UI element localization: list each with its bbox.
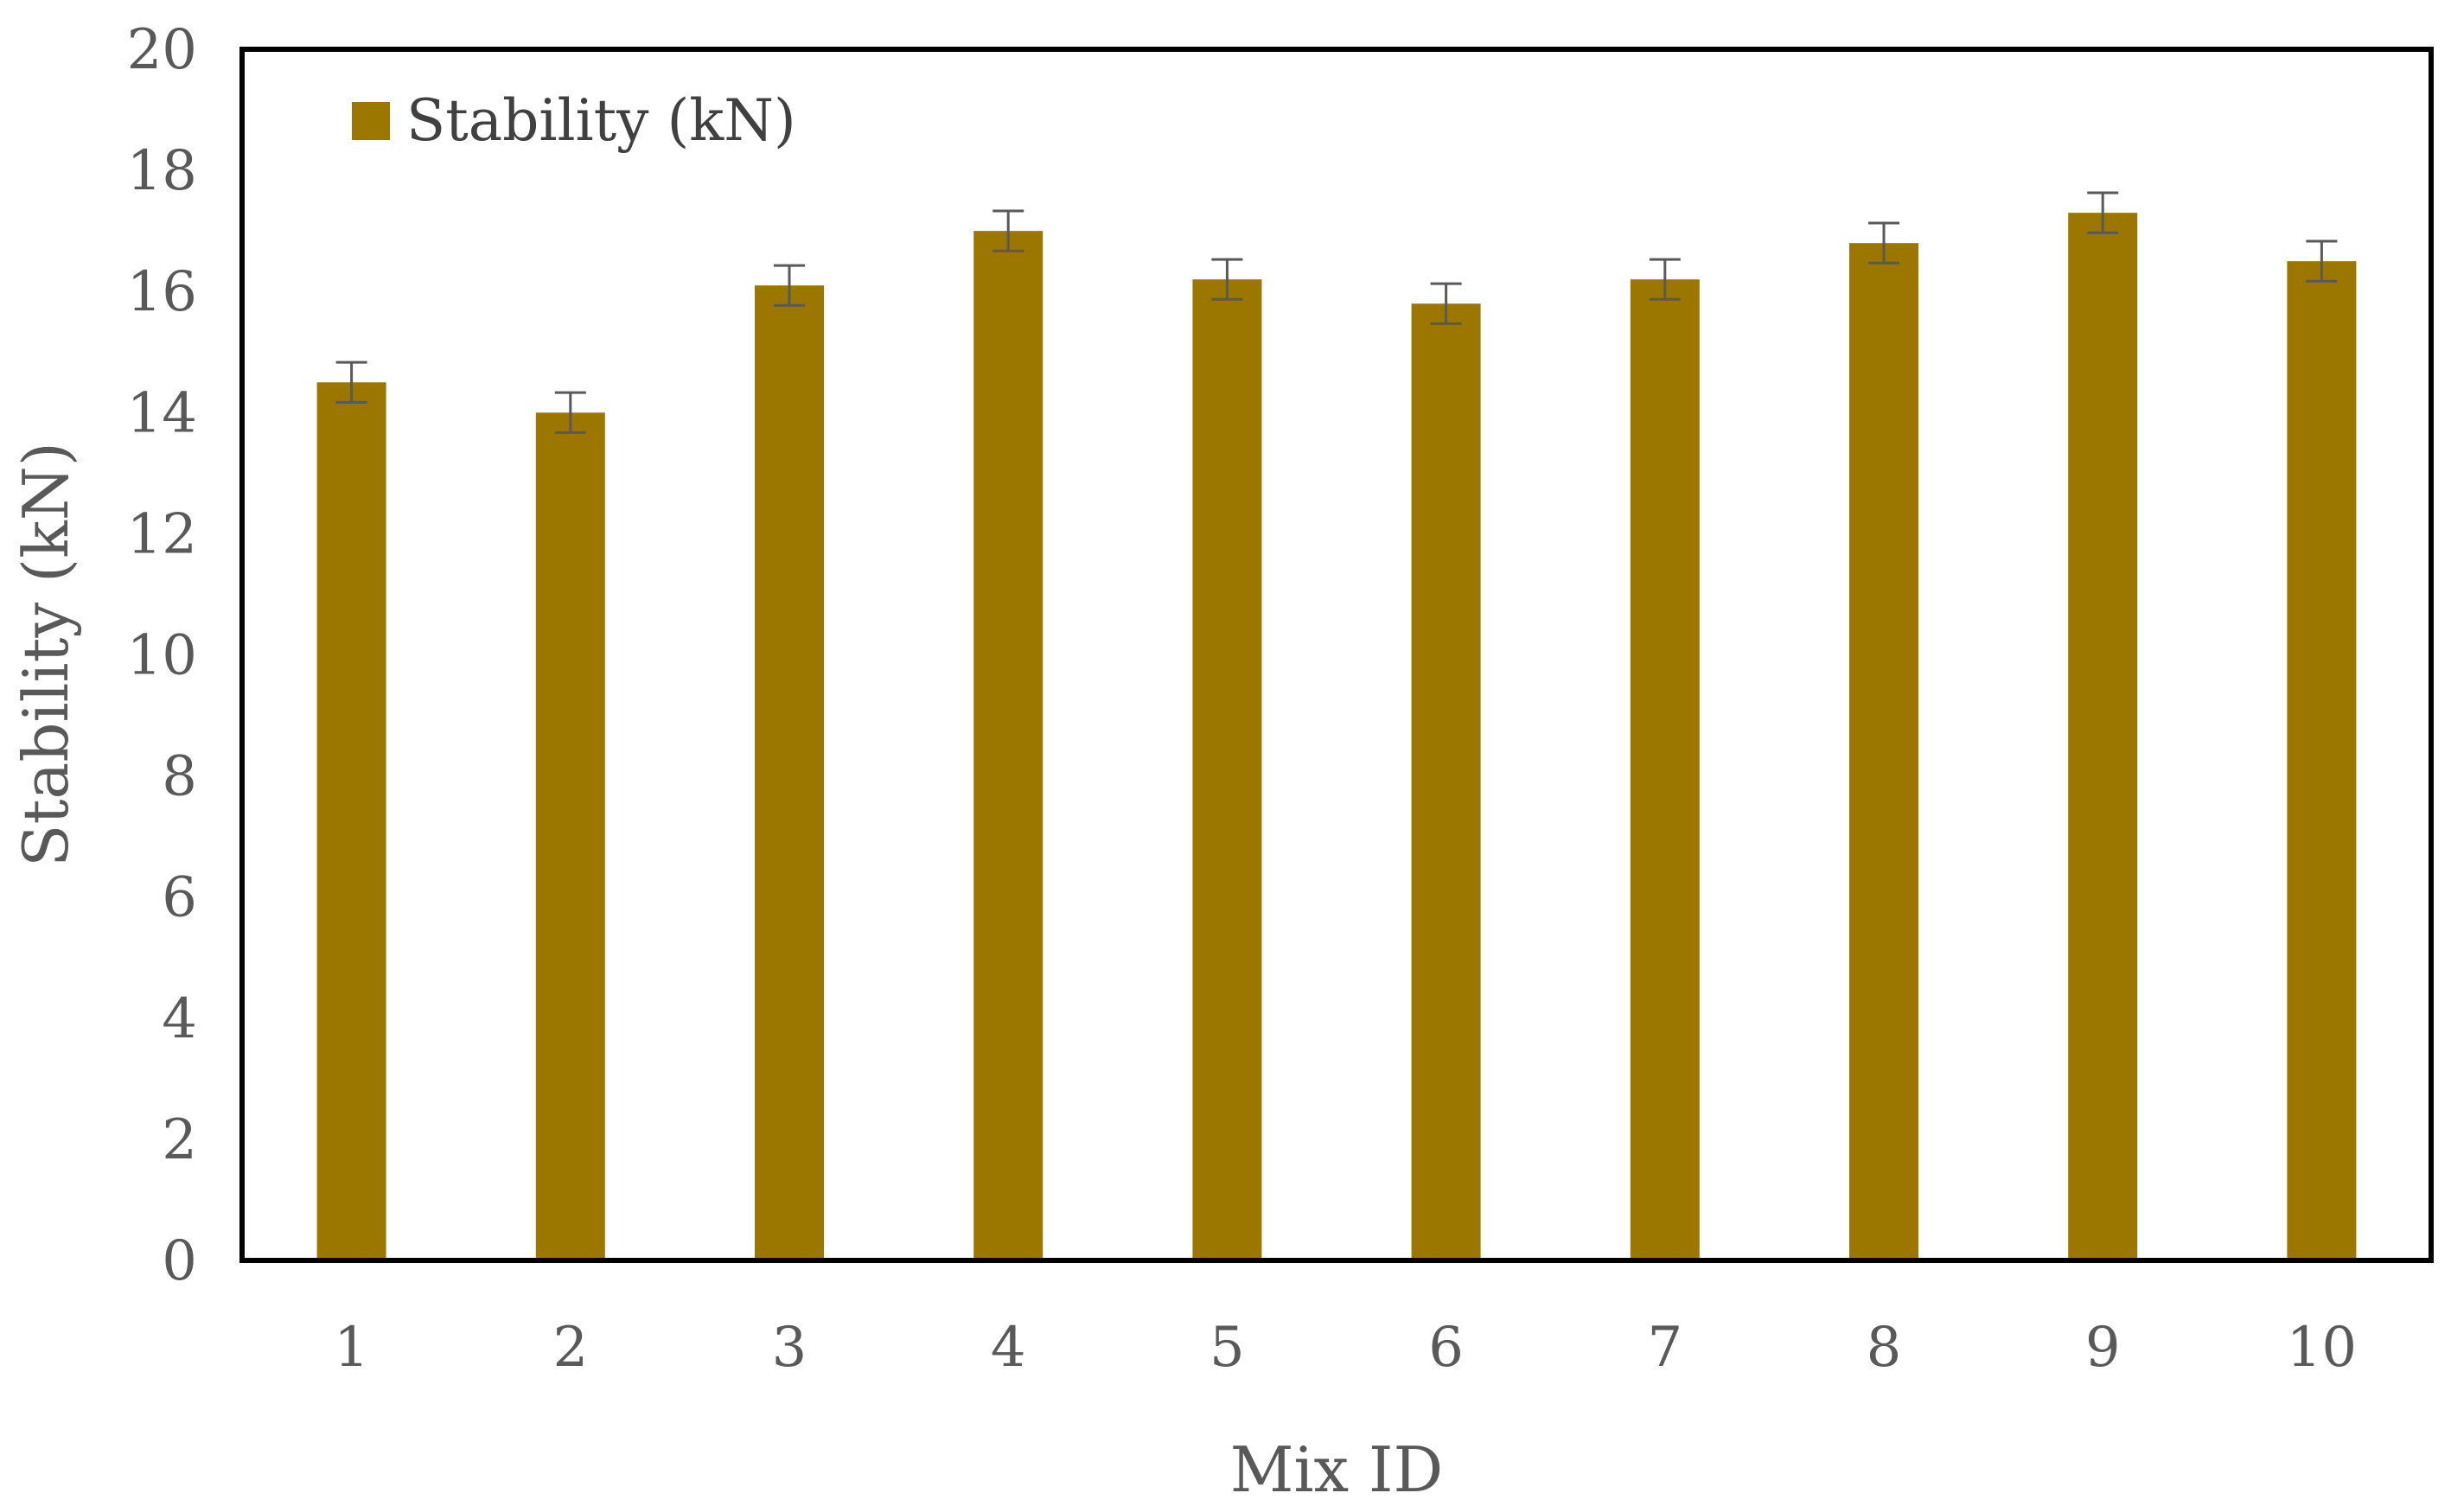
error-bar-mix-7: [1649, 258, 1681, 301]
error-bar-mix-8: [1868, 221, 1899, 265]
legend-swatch: [352, 102, 390, 140]
x-tick-label: 4: [991, 1316, 1026, 1380]
x-tick-label: 8: [1867, 1316, 1902, 1380]
bar-mix-5: [1192, 279, 1262, 1261]
x-tick-label: 3: [772, 1316, 807, 1380]
error-bar-mix-1: [335, 360, 367, 404]
bar-mix-6: [1411, 303, 1481, 1261]
y-tick-label: 6: [162, 866, 197, 930]
x-tick-label: 2: [552, 1316, 588, 1380]
y-axis-ticks: 0 2 4 6 8 10 12 14 16 18 20: [127, 18, 197, 1293]
error-bar-mix-5: [1211, 258, 1243, 301]
x-axis-ticks: 1 2 3 4 5 6 7 8 9 10: [334, 1316, 2357, 1380]
plot-area-border: [239, 47, 2434, 1263]
error-bar-mix-6: [1430, 282, 1462, 325]
y-tick-label: 4: [162, 987, 197, 1051]
bar-mix-8: [1849, 243, 1918, 1260]
y-tick-label: 2: [162, 1108, 197, 1172]
bar-series: [316, 213, 2357, 1261]
y-tick-label: 12: [127, 502, 197, 566]
y-tick-label: 0: [162, 1229, 197, 1293]
error-bar-mix-2: [554, 391, 586, 434]
y-tick-label: 8: [162, 745, 197, 809]
y-tick-label: 20: [127, 18, 197, 82]
x-tick-label: 6: [1428, 1316, 1464, 1380]
legend: Stability (kN): [352, 87, 796, 154]
bar-mix-9: [2068, 213, 2138, 1260]
error-bar-mix-10: [2306, 239, 2338, 283]
x-axis-title: Mix ID: [1230, 1433, 1443, 1506]
bar-mix-7: [1630, 279, 1700, 1261]
bar-mix-3: [755, 285, 824, 1260]
error-bar-mix-9: [2087, 191, 2119, 234]
y-tick-label: 16: [127, 260, 197, 324]
y-axis-title: Stability (kN): [10, 442, 82, 867]
bar-mix-4: [973, 231, 1044, 1260]
x-tick-label: 5: [1210, 1316, 1245, 1380]
y-tick-label: 14: [127, 381, 197, 445]
error-bar-mix-3: [774, 264, 805, 307]
bar-mix-2: [535, 412, 605, 1260]
x-tick-label: 1: [334, 1316, 369, 1380]
legend-label: Stability (kN): [406, 87, 796, 154]
y-tick-label: 18: [127, 139, 197, 203]
error-bar-mix-4: [993, 209, 1024, 252]
bar-mix-10: [2287, 261, 2357, 1260]
x-tick-label: 9: [2085, 1316, 2121, 1380]
y-tick-label: 10: [127, 624, 197, 688]
error-bars: [335, 191, 2338, 434]
x-tick-label: 10: [2287, 1316, 2357, 1380]
x-tick-label: 7: [1647, 1316, 1682, 1380]
bar-mix-1: [316, 382, 386, 1260]
